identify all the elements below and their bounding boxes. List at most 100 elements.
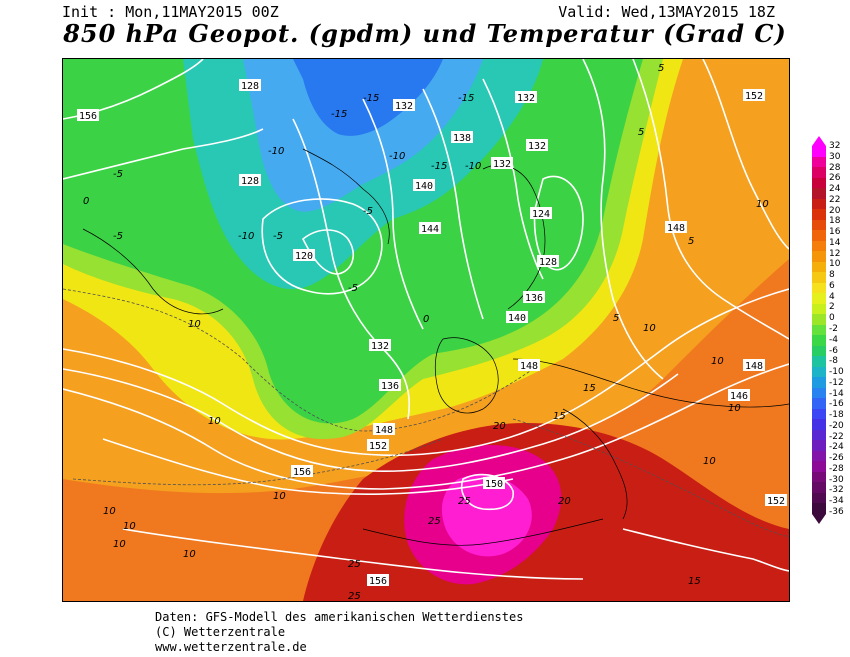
geopotential-label: 146: [730, 391, 748, 402]
temp-label: -15: [431, 161, 447, 172]
label-132-d: 132: [491, 157, 513, 170]
colorbar-segment: [812, 230, 826, 242]
colorbar-segment: [812, 471, 826, 483]
colorbar-level-label: 20: [829, 205, 841, 216]
temp-label: 10: [103, 506, 116, 517]
geopotential-label: 132: [395, 101, 413, 112]
colorbar-level-label: 28: [829, 162, 841, 173]
temp-label: 25: [458, 496, 471, 507]
colorbar-segment: [812, 492, 826, 504]
label-128-c: 128: [537, 255, 559, 268]
colorbar-level-label: -26: [829, 453, 844, 464]
colorbar-level-label: 30: [829, 151, 841, 162]
temp-label: 20: [558, 496, 571, 507]
geopotential-label: 132: [371, 341, 389, 352]
label-148-b: 148: [518, 359, 540, 372]
footer-data-source: Daten: GFS-Modell des amerikanischen Wet…: [155, 610, 524, 624]
temp-label: -15: [363, 93, 379, 104]
temp-label: -5: [273, 231, 283, 242]
geopotential-label: 144: [421, 224, 439, 235]
label-156-c: 156: [367, 574, 389, 587]
colorbar-segment: [812, 240, 826, 252]
geopotential-label: 140: [508, 313, 526, 324]
temp-label: 0: [423, 314, 429, 325]
temp-label: 10: [123, 521, 136, 532]
map-value-labels: 156 128 132 138 132 132 132 128 120 124 …: [77, 79, 787, 587]
label-132-e: 132: [369, 339, 391, 352]
label-140: 140: [506, 311, 528, 324]
geopotential-label: 138: [453, 133, 471, 144]
colorbar-level-label: -14: [829, 388, 844, 399]
label-156-nw: 156: [77, 109, 99, 122]
geopotential-label: 156: [79, 111, 97, 122]
colorbar-level-label: -24: [829, 442, 844, 453]
colorbar-level-label: 10: [829, 259, 841, 270]
label-152-c: 152: [765, 494, 787, 507]
colorbar-level-label: -2: [829, 324, 838, 334]
label-156-b: 156: [291, 465, 313, 478]
temp-label: 0: [83, 196, 89, 207]
geopotential-label: 132: [528, 141, 546, 152]
temp-label: 25: [348, 559, 361, 570]
label-128-b: 128: [239, 174, 261, 187]
map-canvas: 156 128 132 138 132 132 132 128 120 124 …: [63, 59, 789, 601]
temp-label: -15: [331, 109, 347, 120]
temp-label: 10: [113, 539, 126, 550]
temp-label: -5: [113, 169, 123, 180]
isotherm-contours: [63, 288, 789, 538]
colorbar-level-label: 12: [829, 248, 841, 259]
temperature-labels: -5 -10 -10 -15 -15 -15 -15 -10 -10 -5 -5…: [83, 63, 769, 601]
label-132-a: 132: [393, 99, 415, 112]
colorbar-level-label: -12: [829, 377, 844, 388]
colorbar-segment: [812, 419, 826, 431]
colorbar-segment: [812, 272, 826, 284]
colorbar-level-label: 22: [829, 194, 841, 205]
init-time-label: Init : Mon,11MAY2015 00Z: [62, 3, 279, 21]
temp-label: -5: [363, 206, 373, 217]
colorbar-level-label: 26: [829, 173, 841, 184]
colorbar-segment: [812, 398, 826, 410]
geopotential-label: 152: [745, 91, 763, 102]
colorbar-segment: [812, 450, 826, 462]
colorbar-segment: [812, 219, 826, 231]
colorbar-level-label: -28: [829, 463, 844, 474]
colorbar-level-label: -10: [829, 367, 844, 378]
colorbar-level-label: 14: [829, 237, 841, 248]
geopotential-label: 148: [667, 223, 685, 234]
temp-label: 5: [658, 63, 664, 74]
label-152-b: 152: [743, 89, 765, 102]
label-144: 144: [419, 222, 441, 235]
colorbar-segment: [812, 387, 826, 399]
colorbar-segment: [812, 156, 826, 168]
colorbar-level-label: 6: [829, 280, 835, 291]
temp-label: 10: [643, 323, 656, 334]
colorbar-level-label: 2: [829, 302, 835, 313]
geopotential-label: 150: [485, 479, 503, 490]
temp-label: 5: [638, 127, 644, 138]
geopotential-label: 156: [293, 467, 311, 478]
colorbar-level-label: -20: [829, 420, 844, 431]
temp-label: -10: [389, 151, 405, 162]
temp-label: 15: [688, 576, 701, 587]
temp-label: 5: [613, 313, 619, 324]
temperature-colorbar: [812, 146, 826, 515]
label-138: 138: [451, 131, 473, 144]
geopotential-label: 152: [369, 441, 387, 452]
temp-label: 25: [348, 591, 361, 601]
geopotential-label: 136: [381, 381, 399, 392]
label-128-a: 128: [239, 79, 261, 92]
footer-copyright: (C) Wetterzentrale: [155, 625, 286, 639]
label-148-d: 148: [743, 359, 765, 372]
colorbar-segment: [812, 282, 826, 294]
colorbar-segment: [812, 377, 826, 389]
temp-label: -5: [348, 283, 358, 294]
label-136-b: 136: [379, 379, 401, 392]
temp-label: -15: [458, 93, 474, 104]
geopotential-label: 148: [375, 425, 393, 436]
colorbar-level-label: -32: [829, 485, 844, 496]
colorbar-segment: [812, 345, 826, 357]
footer-website: www.wetterzentrale.de: [155, 640, 307, 654]
label-150: 150: [483, 477, 505, 490]
label-136: 136: [523, 291, 545, 304]
colorbar-level-label: -6: [829, 345, 838, 356]
